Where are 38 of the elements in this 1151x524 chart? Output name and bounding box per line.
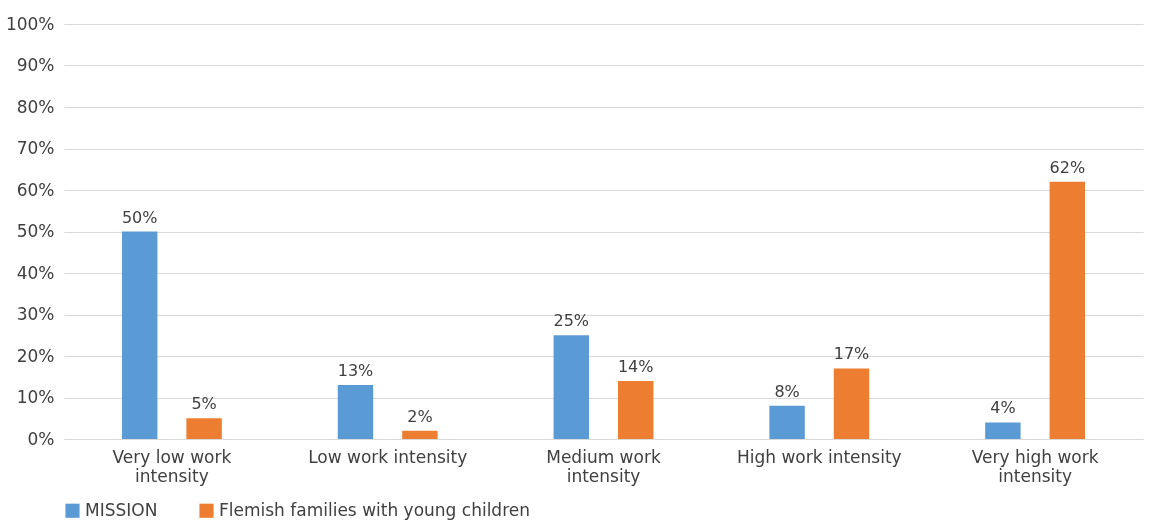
legend-label: Flemish families with young children [219, 499, 531, 520]
bar [833, 368, 870, 439]
bar [186, 418, 222, 439]
bar [121, 231, 158, 439]
bar [985, 422, 1021, 439]
y-tick-label: 80% [16, 96, 55, 117]
data-label: 50% [121, 207, 158, 227]
x-tick-label: Medium work intensity [546, 446, 661, 486]
x-tick-label: Low work intensity [308, 446, 468, 467]
data-label: 8% [774, 381, 800, 401]
y-tick-label: 30% [16, 304, 55, 324]
x-tick-label: Very high work intensity [971, 446, 1099, 486]
y-tick-label: 20% [16, 345, 55, 366]
y-tick-label: 60% [16, 179, 55, 200]
legend-label: MISSION [85, 499, 158, 520]
data-label: 5% [191, 394, 217, 414]
bar [769, 405, 805, 439]
x-tick-label: High work intensity [736, 446, 902, 467]
bar [337, 385, 374, 439]
data-label: 2% [407, 406, 433, 426]
y-tick-label: 70% [16, 138, 55, 158]
bar [402, 430, 438, 439]
y-tick-label: 90% [16, 55, 55, 75]
y-tick-label: 100% [5, 13, 55, 34]
data-label: 25% [553, 311, 590, 331]
bar [1049, 181, 1086, 439]
bar [553, 335, 590, 439]
data-label: 62% [1049, 157, 1086, 177]
data-label: 17% [833, 344, 870, 364]
data-label: 14% [617, 356, 654, 376]
y-tick-label: 50% [16, 221, 55, 241]
data-label: 13% [337, 361, 374, 381]
y-tick-label: 40% [16, 262, 55, 283]
y-tick-label: 10% [16, 387, 55, 407]
bar [617, 380, 654, 439]
data-label: 4% [990, 398, 1016, 418]
x-tick-label: Very low work intensity [112, 446, 232, 486]
y-tick-label: 0% [27, 428, 55, 449]
